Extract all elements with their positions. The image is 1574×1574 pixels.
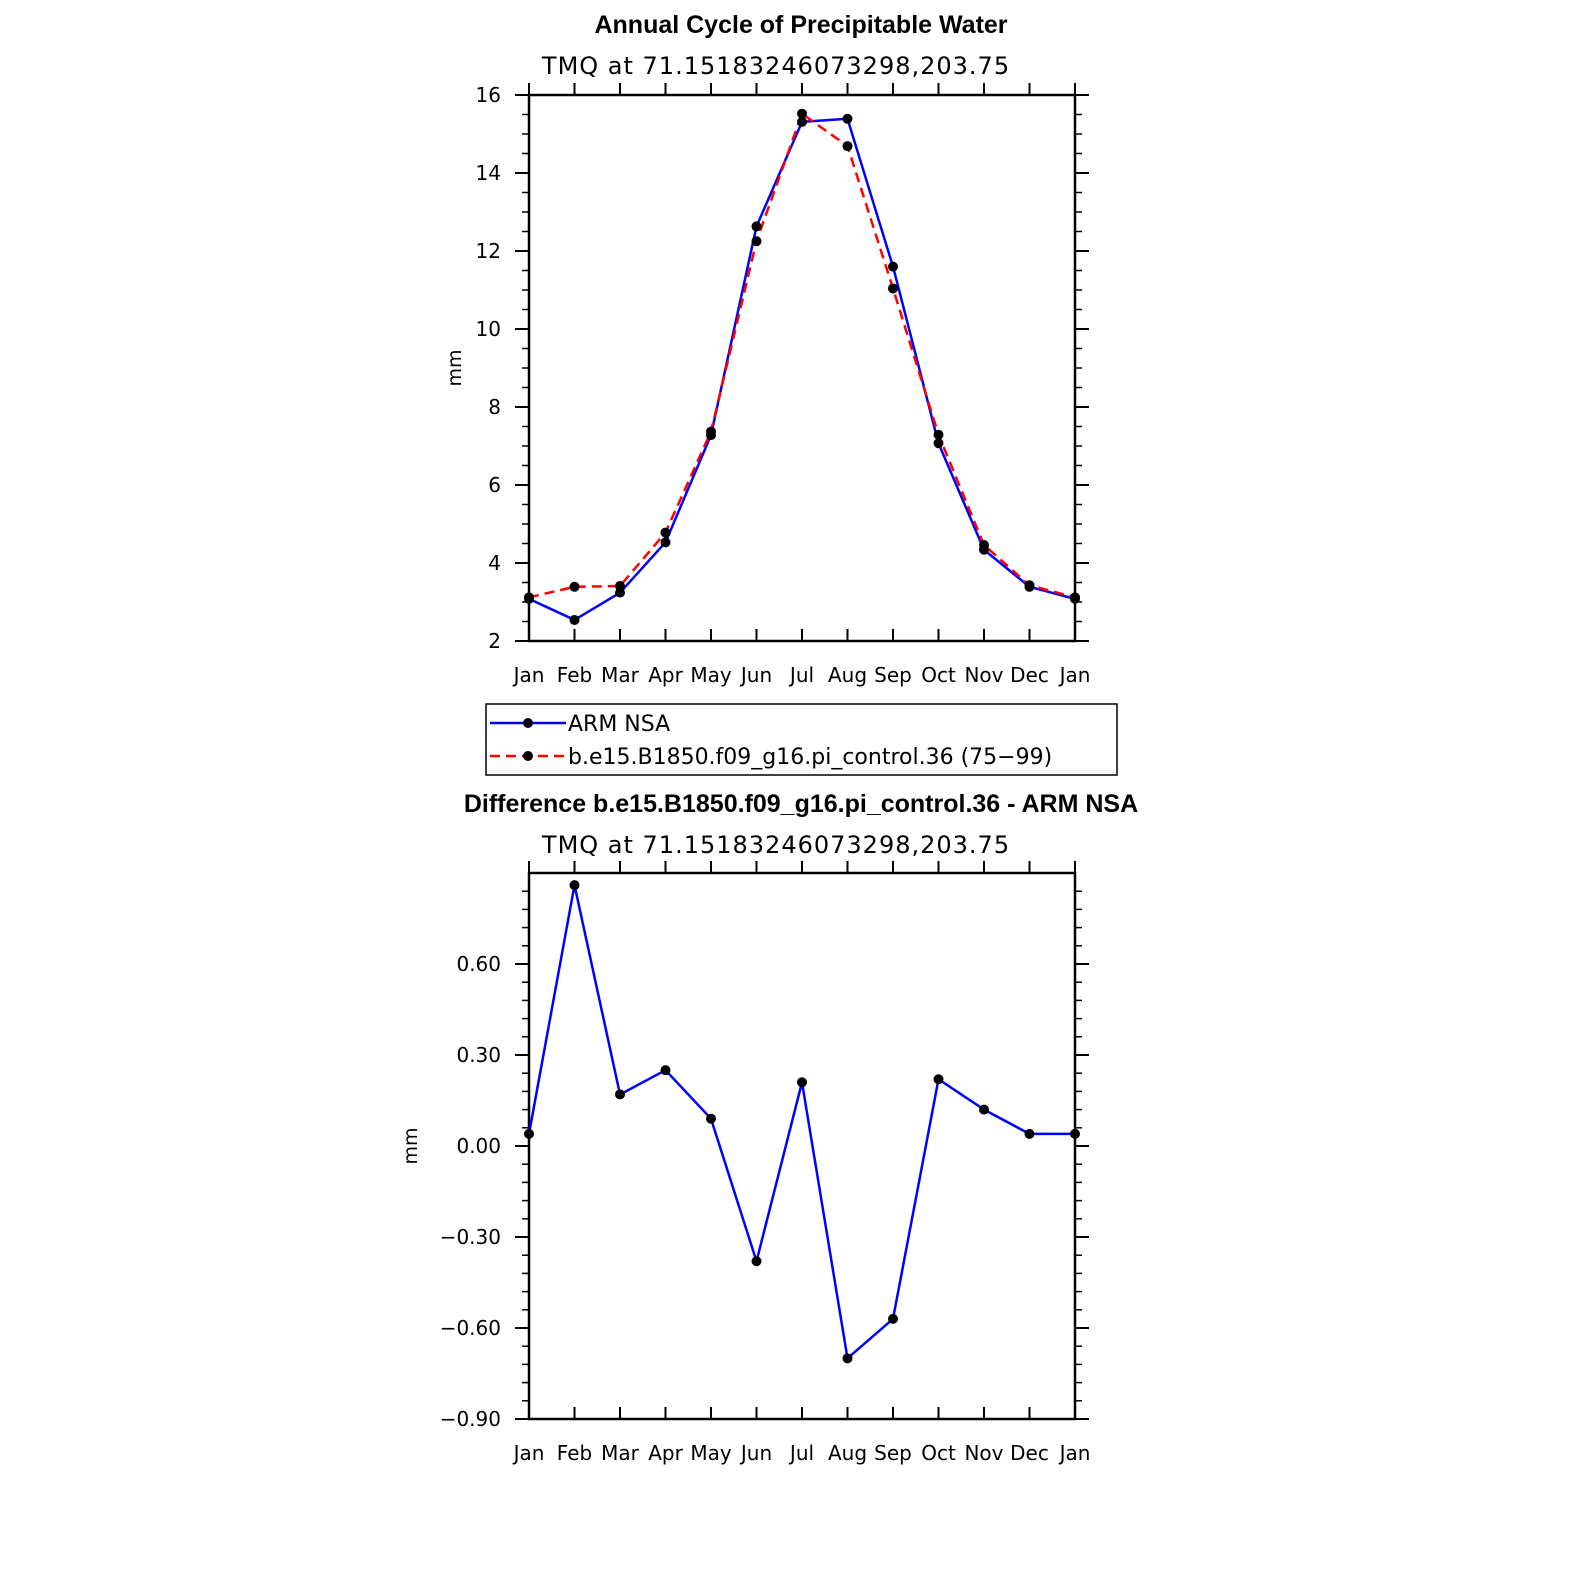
- legend-box: [485, 703, 1118, 776]
- x-tick-label: Sep: [874, 1441, 912, 1465]
- plot-marks: [524, 880, 1080, 1364]
- legend-entry-arm-nsa: ARM NSA: [490, 712, 670, 737]
- data-point: [979, 1104, 989, 1115]
- data-point: [842, 113, 853, 124]
- x-tick-label: Mar: [601, 663, 640, 687]
- chart-title: Difference b.e15.B1850.f09_g16.pi_contro…: [464, 790, 1138, 818]
- x-tick-label: Nov: [964, 663, 1003, 687]
- x-tick-label: Oct: [921, 663, 956, 687]
- data-point: [751, 236, 762, 247]
- data-point: [797, 108, 807, 119]
- legend-label-model: b.e15.B1850.f09_g16.pi_control.36 (75−99…: [568, 745, 1052, 770]
- legend-marker-arm-nsa: [523, 718, 533, 728]
- plot-axes: Jan Feb Mar Apr May Jun Jul Aug Sep Oct Nov Dec Jan 2…: [476, 83, 1091, 687]
- y-tick-label: 16: [476, 83, 501, 107]
- data-point: [888, 1313, 898, 1324]
- data-point: [615, 581, 625, 592]
- data-point: [979, 540, 989, 551]
- data-point: [660, 1065, 671, 1076]
- data-point: [1024, 580, 1035, 591]
- data-point: [524, 1128, 534, 1139]
- data-point: [933, 1074, 944, 1085]
- x-tick-label: Jan: [512, 1441, 545, 1465]
- y-axis-label: mm: [400, 1127, 422, 1164]
- data-point: [933, 438, 944, 449]
- y-tick-label: 2: [488, 629, 501, 653]
- data-point: [888, 261, 898, 272]
- x-tick-label: May: [690, 1441, 732, 1465]
- x-tick-label: Apr: [648, 663, 683, 687]
- series-line-1: [528, 112, 1076, 599]
- data-point: [797, 1077, 807, 1088]
- x-tick-label: Jan: [1058, 663, 1091, 687]
- legend-label-arm-nsa: ARM NSA: [568, 712, 670, 737]
- x-tick-label: Jun: [739, 1441, 772, 1465]
- y-tick-label: 6: [488, 473, 501, 497]
- data-point: [751, 221, 762, 232]
- data-point: [615, 1089, 625, 1100]
- data-point: [1070, 1128, 1080, 1139]
- data-point: [933, 429, 944, 440]
- x-tick-label: Oct: [921, 1441, 956, 1465]
- data-point: [524, 592, 534, 603]
- y-tick-label: −0.30: [440, 1225, 501, 1249]
- y-tick-label: −0.90: [440, 1407, 501, 1431]
- data-point: [797, 116, 807, 127]
- plot-frame: [527, 93, 1077, 643]
- y-tick-label: 12: [476, 239, 501, 263]
- x-tick-label: Apr: [648, 1441, 683, 1465]
- x-tick-label: Jul: [788, 663, 814, 687]
- chart-subtitle: TMQ at 71.15183246073298,203.75: [541, 52, 1010, 80]
- series-line-0: [527, 883, 1075, 1360]
- legend-entry-model: b.e15.B1850.f09_g16.pi_control.36 (75−99…: [490, 745, 1052, 770]
- x-tick-label: Feb: [557, 1441, 592, 1465]
- x-tick-label: Feb: [557, 663, 592, 687]
- data-point: [1024, 1128, 1035, 1139]
- data-point: [660, 527, 671, 538]
- x-tick-label: May: [690, 663, 732, 687]
- y-tick-label: 8: [488, 395, 501, 419]
- difference-panel: Difference b.e15.B1850.f09_g16.pi_contro…: [400, 790, 1138, 1465]
- y-tick-label: −0.60: [440, 1316, 501, 1340]
- data-point: [569, 880, 580, 891]
- x-tick-label: Dec: [1010, 663, 1049, 687]
- data-point: [1070, 592, 1080, 603]
- series-line-0: [528, 117, 1076, 622]
- plot-frame: [527, 871, 1077, 1421]
- data-point: [842, 1353, 853, 1364]
- y-tick-label: 14: [476, 161, 501, 185]
- data-point: [569, 614, 580, 625]
- annual-cycle-panel: Annual Cycle of Precipitable Water TMQ a…: [444, 11, 1118, 776]
- x-tick-label: Dec: [1010, 1441, 1049, 1465]
- x-tick-label: Jun: [739, 663, 772, 687]
- plot-axes: Jan Feb Mar Apr May Jun Jul Aug Sep Oct Nov Dec Jan−…: [440, 861, 1091, 1465]
- y-tick-label: 10: [476, 317, 501, 341]
- x-tick-label: Sep: [874, 663, 912, 687]
- data-point: [660, 537, 671, 548]
- data-point: [888, 283, 898, 294]
- x-tick-label: Jan: [512, 663, 545, 687]
- data-point: [842, 141, 853, 152]
- chart-title: Annual Cycle of Precipitable Water: [594, 11, 1007, 39]
- y-axis-label: mm: [444, 349, 466, 386]
- data-point: [751, 1256, 762, 1267]
- plot-marks: [524, 108, 1080, 625]
- data-point: [569, 581, 580, 592]
- x-tick-label: Jul: [788, 1441, 814, 1465]
- data-point: [706, 426, 716, 437]
- y-tick-label: 0.60: [456, 952, 501, 976]
- x-tick-label: Nov: [964, 1441, 1003, 1465]
- y-tick-label: 0.00: [456, 1134, 501, 1158]
- x-tick-label: Jan: [1058, 1441, 1091, 1465]
- chart-subtitle: TMQ at 71.15183246073298,203.75: [541, 831, 1010, 859]
- legend: ARM NSA b.e15.B1850.f09_g16.pi_control.3…: [485, 703, 1118, 776]
- y-tick-label: 4: [488, 551, 501, 575]
- x-tick-label: Mar: [601, 1441, 640, 1465]
- x-tick-label: Aug: [828, 1441, 867, 1465]
- legend-marker-model: [523, 751, 533, 761]
- y-tick-label: 0.30: [456, 1043, 501, 1067]
- data-point: [706, 1113, 716, 1124]
- x-tick-label: Aug: [828, 663, 867, 687]
